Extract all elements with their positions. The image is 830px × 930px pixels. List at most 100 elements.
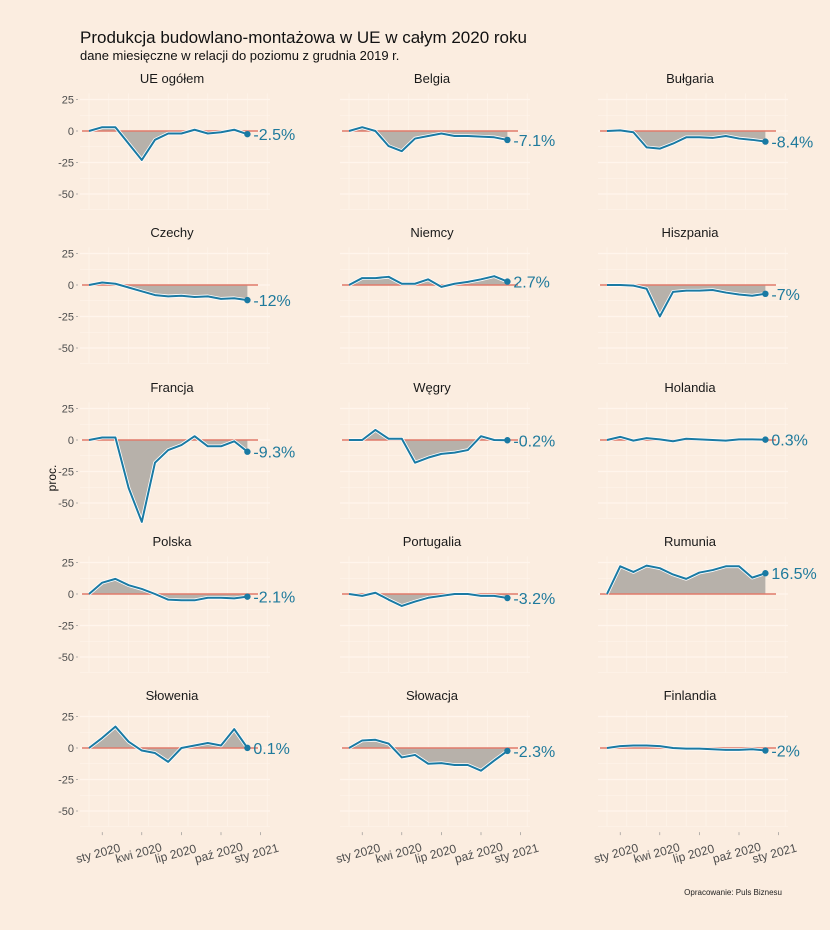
y-axis-title: proc. <box>45 465 59 492</box>
end-value-label: -7% <box>771 287 799 304</box>
series-line <box>606 564 766 595</box>
end-point <box>244 130 251 138</box>
chart-title: Produkcja budowlano-montażowa w UE w cał… <box>80 28 527 47</box>
panel-węgry: Węgry -0.2% <box>340 380 555 520</box>
end-point <box>762 747 769 754</box>
area-fill <box>89 726 248 762</box>
panel-hiszpania: Hiszpania -7% <box>598 225 800 365</box>
series-line <box>88 435 249 523</box>
end-point <box>244 448 251 455</box>
series-line <box>348 591 508 607</box>
panel-title: Francja <box>150 380 194 395</box>
panel-title: Rumunia <box>664 534 717 549</box>
y-tick-label: -50 <box>58 806 74 818</box>
y-tick-label: 0 <box>68 280 74 292</box>
panel-title: Węgry <box>413 380 451 395</box>
area-fill <box>89 127 248 160</box>
panel-portugalia: Portugalia -3.2% <box>340 534 555 674</box>
y-tick-label: 0 <box>68 589 74 601</box>
series-line <box>348 275 508 288</box>
y-tick-label: 0 <box>68 435 74 447</box>
panel-belgia: Belgia -7.1% <box>340 71 555 211</box>
end-value-label: -2.1% <box>253 590 295 607</box>
end-point <box>504 747 511 755</box>
y-tick-label: -25 <box>58 158 74 170</box>
series-line <box>606 435 766 443</box>
end-value-label: -8.4% <box>771 135 813 152</box>
end-point <box>762 290 769 298</box>
chart-subtitle: dane miesięczne w relacji do poziomu z g… <box>80 48 400 63</box>
y-tick-label: -50 <box>58 189 74 201</box>
end-point <box>504 437 511 444</box>
panel-title: UE ogółem <box>140 71 204 86</box>
y-tick-label: -25 <box>58 467 74 479</box>
panel-title: Słowacja <box>406 688 459 703</box>
panel-czechy: Czechy 25 0 -25 -50 -12% <box>58 225 291 365</box>
y-tick-label: 0 <box>68 126 74 138</box>
series-line <box>606 744 766 752</box>
y-tick-label: 25 <box>62 404 74 416</box>
series-line <box>88 281 248 302</box>
panel-rumunia: Rumunia 16.5% <box>598 534 817 674</box>
panel-title: Finlandia <box>664 688 718 703</box>
panel-polska: Polska 25 0 -25 -50 -2.1% <box>58 534 295 674</box>
series-line <box>607 284 766 318</box>
series-line <box>349 428 508 464</box>
panel-title: Belgia <box>414 71 451 86</box>
end-value-label: -9.3% <box>253 445 295 462</box>
y-tick-label: -25 <box>58 312 74 324</box>
end-point <box>762 436 769 443</box>
end-value-label: -0.2% <box>513 433 555 450</box>
y-tick-label: 0 <box>68 743 74 755</box>
panel-title: Polska <box>152 534 192 549</box>
end-value-label: -12% <box>253 293 290 310</box>
y-tick-label: -50 <box>58 498 74 510</box>
area-fill <box>607 285 766 317</box>
y-tick-label: 25 <box>62 558 74 570</box>
end-point <box>762 570 769 577</box>
y-tick-label: 25 <box>62 249 74 261</box>
panel-ue-ogółem: UE ogółem 25 0 -25 -50 -2.5% <box>58 71 295 211</box>
end-value-label: 2.7% <box>513 275 549 292</box>
panel-title: Niemcy <box>410 225 454 240</box>
end-point <box>762 138 769 145</box>
end-value-label: 16.5% <box>771 566 816 583</box>
panel-title: Hiszpania <box>661 225 719 240</box>
series-line <box>88 577 248 602</box>
panel-title: Holandia <box>664 380 716 395</box>
area-fill <box>349 276 508 287</box>
end-value-label: -2.3% <box>513 744 555 761</box>
area-fill <box>349 429 508 463</box>
series-line <box>88 725 249 763</box>
y-tick-label: -25 <box>58 621 74 633</box>
panel-francja: Francja 25 0 -25 -50 -9.3% <box>58 380 295 524</box>
end-point <box>504 594 511 602</box>
series-line <box>606 129 766 150</box>
y-tick-label: -50 <box>58 343 74 355</box>
end-value-label: 0.3% <box>771 433 807 450</box>
panel-bułgaria: Bułgaria -8.4% <box>598 71 813 211</box>
y-tick-label: 25 <box>62 95 74 107</box>
panel-niemcy: Niemcy 2.7% <box>340 225 550 365</box>
end-value-label: -2.5% <box>253 127 295 144</box>
end-point <box>504 278 511 285</box>
end-point <box>244 296 251 304</box>
end-value-label: -2% <box>771 744 799 761</box>
end-value-label: 0.1% <box>253 741 289 758</box>
series-line <box>88 126 248 161</box>
end-point <box>504 136 511 144</box>
end-point <box>244 593 251 600</box>
panel-title: Bułgaria <box>666 71 714 86</box>
panel-title: Portugalia <box>403 534 462 549</box>
panel-holandia: Holandia 0.3% <box>598 380 808 520</box>
area-fill <box>349 592 508 606</box>
area-fill <box>89 436 248 522</box>
end-point <box>244 744 251 752</box>
y-tick-label: -50 <box>58 652 74 664</box>
panel-title: Słowenia <box>146 688 200 703</box>
series-line <box>348 126 508 153</box>
end-value-label: -3.2% <box>513 591 555 608</box>
